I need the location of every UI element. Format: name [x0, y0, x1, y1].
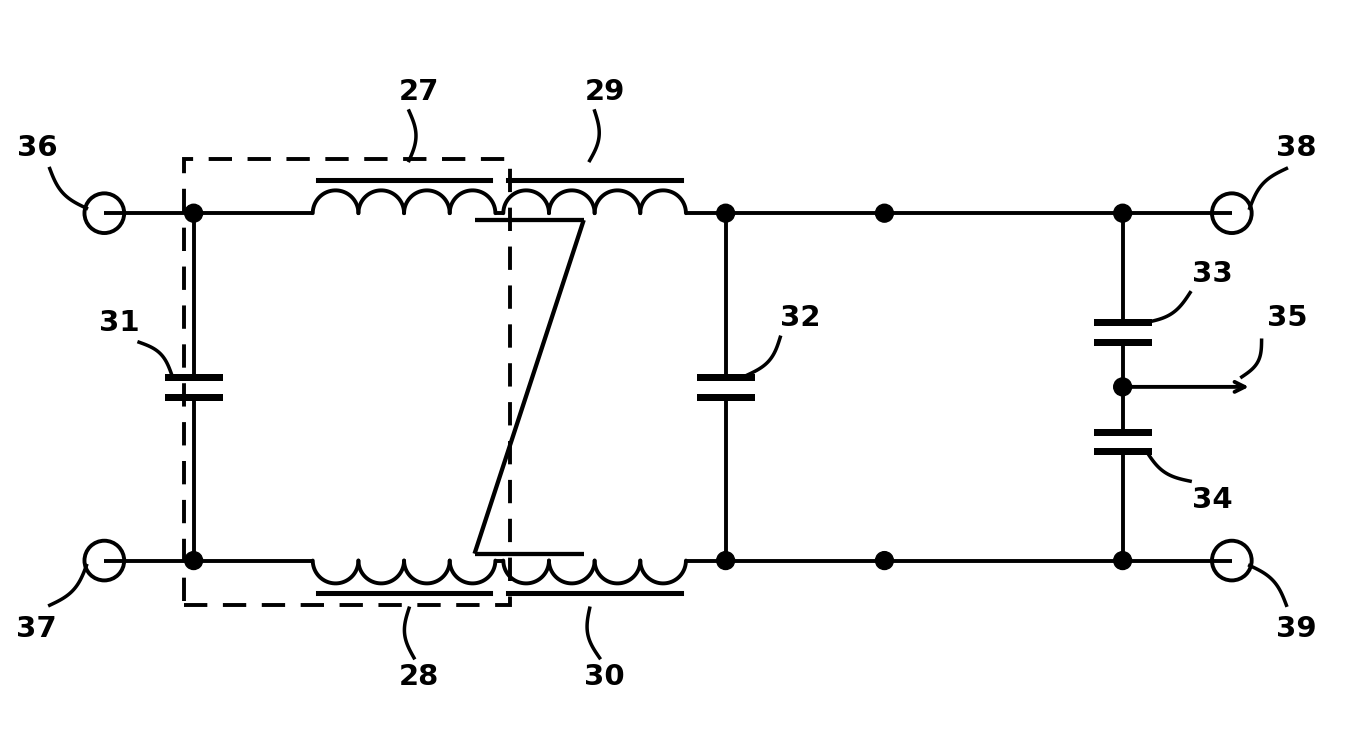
Circle shape [875, 551, 893, 570]
Circle shape [184, 551, 203, 570]
Circle shape [1114, 551, 1131, 570]
Text: 28: 28 [398, 663, 439, 691]
Circle shape [717, 204, 734, 222]
Text: 33: 33 [1191, 260, 1232, 288]
Text: 34: 34 [1191, 486, 1232, 514]
Text: 29: 29 [584, 78, 625, 106]
Text: 38: 38 [1276, 134, 1317, 162]
Circle shape [1114, 204, 1131, 222]
Circle shape [1114, 378, 1131, 395]
Text: 30: 30 [584, 663, 625, 691]
Text: 35: 35 [1267, 304, 1308, 332]
Text: 27: 27 [398, 78, 439, 106]
Circle shape [717, 551, 734, 570]
Text: 37: 37 [16, 615, 57, 643]
Circle shape [875, 204, 893, 222]
Text: 36: 36 [16, 134, 57, 162]
Text: 31: 31 [99, 309, 140, 338]
Text: 32: 32 [780, 304, 820, 332]
Text: 39: 39 [1276, 615, 1317, 643]
Bar [184, 159, 511, 605]
Circle shape [184, 204, 203, 222]
